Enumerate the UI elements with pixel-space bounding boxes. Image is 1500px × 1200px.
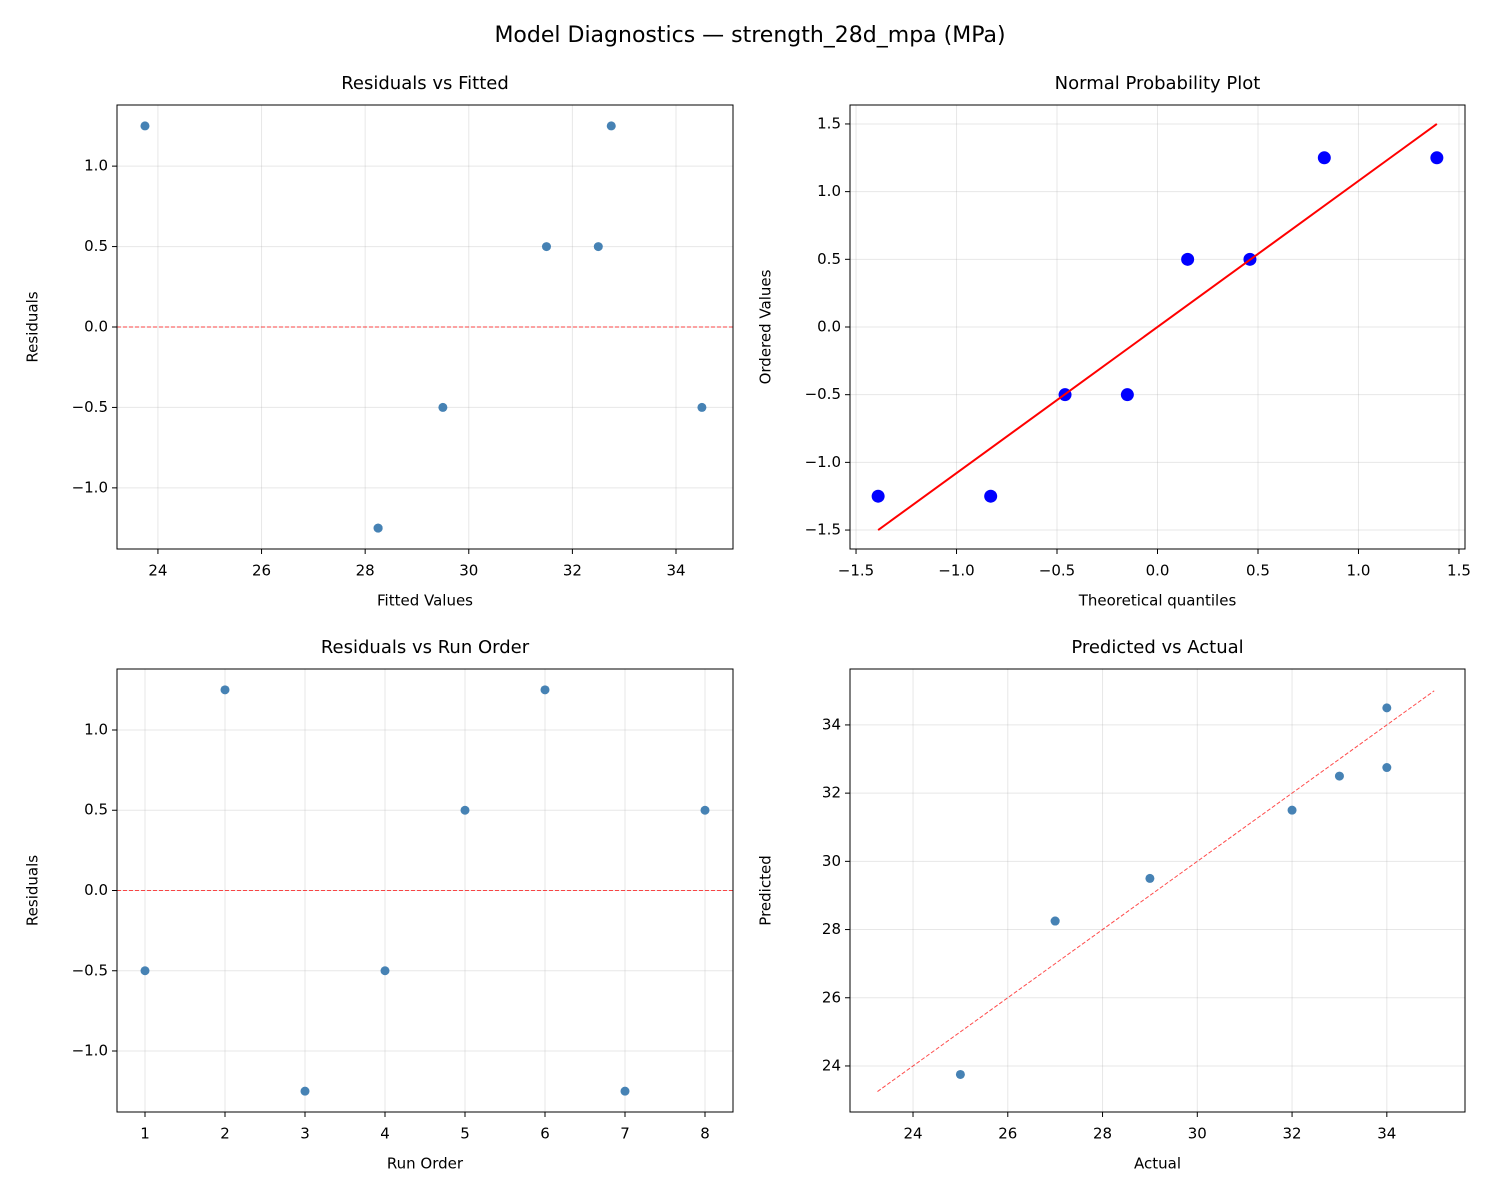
data-point	[1181, 252, 1195, 266]
x-tick-label: −1.5	[838, 562, 874, 580]
axes-frame	[849, 668, 1466, 1113]
y-tick-label: 32	[822, 784, 841, 802]
data-point	[606, 121, 616, 131]
y-tick-label: 0.5	[817, 250, 841, 268]
y-tick-label: 24	[822, 1056, 841, 1074]
y-tick-label: 26	[822, 988, 841, 1006]
fit-line	[877, 123, 1438, 531]
y-tick-label: −0.5	[72, 961, 108, 979]
subplot-title: Normal Probability Plot	[1055, 73, 1261, 94]
x-tick-label: 32	[563, 562, 582, 580]
data-point	[984, 489, 998, 503]
fit-line	[877, 690, 1435, 1092]
x-tick-label: 34	[666, 562, 685, 580]
x-tick-label: 2	[220, 1125, 230, 1143]
x-tick-label: 30	[1188, 1125, 1207, 1143]
data-point	[1334, 771, 1344, 781]
data-point	[700, 805, 710, 815]
y-axis-label: Residuals	[24, 291, 42, 362]
y-tick-label: 30	[822, 852, 841, 870]
x-axis-label: Run Order	[387, 1155, 464, 1173]
y-tick-label: 0.0	[84, 318, 108, 336]
subplot-title: Predicted vs Actual	[1071, 637, 1243, 658]
x-tick-label: 1.5	[1447, 562, 1471, 580]
y-tick-label: 0.5	[84, 237, 108, 255]
data-point	[140, 966, 150, 976]
x-tick-label: 0.5	[1246, 562, 1270, 580]
x-tick-label: −0.5	[1039, 562, 1075, 580]
x-tick-label: 4	[380, 1125, 390, 1143]
figure-title: Model Diagnostics — strength_28d_mpa (MP…	[494, 23, 1005, 48]
data-point	[593, 242, 603, 252]
axes-frame	[849, 104, 1466, 550]
x-tick-label: 1	[140, 1125, 150, 1143]
data-point	[1120, 388, 1134, 402]
y-tick-label: 1.0	[84, 720, 108, 738]
y-tick-label: −0.5	[805, 385, 841, 403]
data-point	[697, 402, 707, 412]
y-tick-label: −1.0	[72, 1042, 108, 1060]
data-point	[1287, 805, 1297, 815]
x-tick-label: 28	[356, 562, 375, 580]
y-tick-label: −1.0	[805, 453, 841, 471]
data-point	[140, 121, 150, 131]
x-tick-label: 26	[998, 1125, 1017, 1143]
data-point	[541, 242, 551, 252]
data-point	[460, 805, 470, 815]
x-tick-label: 24	[148, 562, 167, 580]
y-tick-label: 1.5	[817, 114, 841, 132]
x-tick-label: 28	[1093, 1125, 1112, 1143]
y-tick-label: 0.5	[84, 801, 108, 819]
data-point	[438, 402, 448, 412]
x-axis-label: Fitted Values	[377, 592, 473, 610]
data-point	[220, 685, 230, 695]
y-tick-label: 1.0	[817, 182, 841, 200]
data-point	[871, 489, 885, 503]
y-tick-label: 0.0	[84, 881, 108, 899]
x-tick-label: 3	[300, 1125, 310, 1143]
x-tick-label: −1.0	[938, 562, 974, 580]
data-point	[955, 1069, 965, 1079]
x-tick-label: 6	[540, 1125, 550, 1143]
data-point	[1050, 916, 1060, 926]
y-axis-label: Ordered Values	[757, 269, 775, 384]
data-point	[1430, 151, 1444, 165]
x-axis-label: Actual	[1134, 1155, 1181, 1173]
y-tick-label: 28	[822, 920, 841, 938]
data-point	[620, 1086, 630, 1096]
y-tick-label: 0.0	[817, 318, 841, 336]
data-point	[1145, 873, 1155, 883]
data-point	[380, 966, 390, 976]
data-point	[540, 685, 550, 695]
x-axis-label: Theoretical quantiles	[1078, 592, 1237, 610]
data-point	[373, 523, 383, 533]
x-tick-label: 32	[1283, 1125, 1302, 1143]
axes-frame	[116, 668, 734, 1113]
y-tick-label: −0.5	[72, 398, 108, 416]
x-tick-label: 34	[1377, 1125, 1396, 1143]
x-tick-label: 7	[620, 1125, 630, 1143]
axes-frame	[116, 104, 734, 550]
x-tick-label: 8	[700, 1125, 710, 1143]
subplot-title: Residuals vs Fitted	[341, 73, 509, 94]
x-tick-label: 5	[460, 1125, 470, 1143]
data-point	[300, 1086, 310, 1096]
y-tick-label: 34	[822, 715, 841, 733]
data-point	[1382, 703, 1392, 713]
y-axis-label: Residuals	[24, 855, 42, 926]
y-tick-label: −1.0	[72, 478, 108, 496]
y-tick-label: 1.0	[84, 157, 108, 175]
x-tick-label: 26	[252, 562, 271, 580]
y-axis-label: Predicted	[757, 855, 775, 925]
x-tick-label: 1.0	[1347, 562, 1371, 580]
x-tick-label: 24	[903, 1125, 922, 1143]
x-tick-label: 30	[459, 562, 478, 580]
data-point	[1317, 151, 1331, 165]
subplot-title: Residuals vs Run Order	[321, 637, 530, 658]
x-tick-label: 0.0	[1146, 562, 1170, 580]
data-point	[1382, 763, 1392, 773]
y-tick-label: −1.5	[805, 521, 841, 539]
